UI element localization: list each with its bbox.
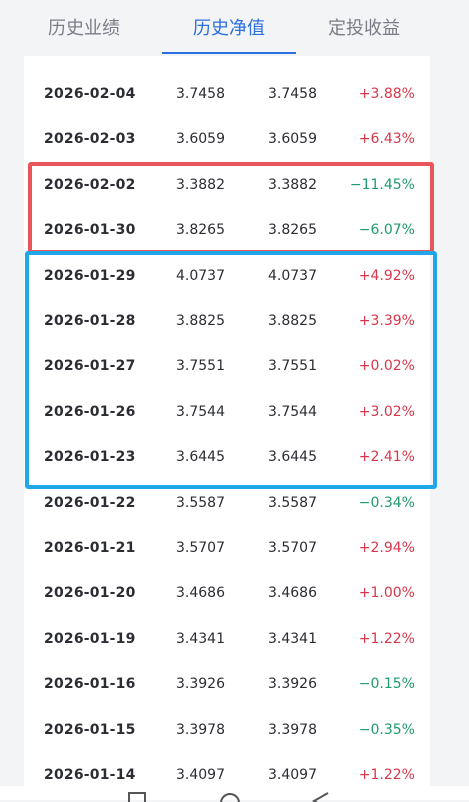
row-unit-nav: 4.0737 [176, 267, 225, 284]
table-row[interactable]: 2026-01-20 3.4686 3.4686 +1.00% [24, 570, 430, 616]
row-date: 2026-01-19 [44, 630, 136, 647]
back-icon[interactable] [311, 792, 331, 802]
row-daily-change: +6.43% [358, 131, 415, 148]
row-accumulated-nav: 3.3978 [268, 721, 317, 738]
row-accumulated-nav: 3.7458 [268, 86, 317, 102]
table-row[interactable]: 2026-02-02 3.3882 3.3882 −11.45% [24, 162, 430, 208]
home-icon[interactable] [219, 792, 241, 802]
tab-performance[interactable]: 历史业绩 [48, 18, 120, 39]
table-row[interactable]: 2026-01-27 3.7551 3.7551 +0.02% [24, 343, 430, 389]
row-date: 2026-02-04 [44, 86, 136, 102]
row-date: 2026-01-28 [44, 313, 136, 329]
row-date: 2026-01-14 [44, 767, 136, 783]
row-daily-change: −0.15% [358, 676, 415, 693]
row-date: 2026-01-23 [44, 449, 136, 466]
row-daily-change: −0.35% [358, 721, 415, 738]
row-accumulated-nav: 3.5587 [268, 494, 317, 511]
row-unit-nav: 3.6445 [176, 449, 225, 466]
row-unit-nav: 3.7551 [176, 358, 225, 375]
row-unit-nav: 3.6059 [176, 131, 225, 148]
row-date: 2026-01-29 [44, 267, 136, 284]
tab-bar: 历史业绩 历史净值 定投收益 [0, 0, 469, 56]
table-row[interactable]: 2026-01-14 3.4097 3.4097 +1.22% [24, 752, 430, 798]
row-accumulated-nav: 3.7551 [268, 358, 317, 375]
table-row[interactable]: 2026-01-30 3.8265 3.8265 −6.07% [24, 207, 430, 253]
row-unit-nav: 3.5587 [176, 494, 225, 511]
table-row[interactable]: 2026-01-23 3.6445 3.6445 +2.41% [24, 434, 430, 480]
row-unit-nav: 3.7544 [176, 403, 225, 420]
row-accumulated-nav: 3.5707 [268, 540, 317, 556]
tab-sip-returns[interactable]: 定投收益 [328, 18, 400, 39]
row-daily-change: +0.02% [358, 358, 415, 375]
row-accumulated-nav: 3.3882 [268, 176, 317, 193]
row-date: 2026-01-20 [44, 585, 136, 602]
row-unit-nav: 3.5707 [176, 540, 225, 556]
row-accumulated-nav: 3.8825 [268, 313, 317, 329]
row-accumulated-nav: 3.4097 [268, 767, 317, 783]
table-row[interactable]: 2026-01-28 3.8825 3.8825 +3.39% [24, 298, 430, 344]
row-daily-change: +1.22% [358, 767, 415, 783]
row-accumulated-nav: 3.3926 [268, 676, 317, 693]
row-daily-change: −6.07% [358, 222, 415, 239]
row-daily-change: −11.45% [349, 176, 415, 193]
row-unit-nav: 3.3978 [176, 721, 225, 738]
row-accumulated-nav: 3.8265 [268, 222, 317, 239]
table-row[interactable]: 2026-01-15 3.3978 3.3978 −0.35% [24, 707, 430, 753]
row-date: 2026-01-22 [44, 494, 136, 511]
row-date: 2026-01-15 [44, 721, 136, 738]
active-tab-indicator [162, 52, 296, 54]
row-date: 2026-01-16 [44, 676, 136, 693]
table-row[interactable]: 2026-01-22 3.5587 3.5587 −0.34% [24, 480, 430, 526]
row-daily-change: +1.22% [358, 630, 415, 647]
row-unit-nav: 3.8825 [176, 313, 225, 329]
table-row[interactable]: 2026-01-19 3.4341 3.4341 +1.22% [24, 616, 430, 662]
row-accumulated-nav: 3.4686 [268, 585, 317, 602]
table-row[interactable]: 2026-02-03 3.6059 3.6059 +6.43% [24, 116, 430, 162]
table-row[interactable]: 2026-01-29 4.0737 4.0737 +4.92% [24, 253, 430, 299]
row-daily-change: +3.39% [358, 313, 415, 329]
row-date: 2026-02-03 [44, 131, 136, 148]
row-daily-change: +3.88% [358, 86, 415, 102]
table-row[interactable]: 2026-01-26 3.7544 3.7544 +3.02% [24, 389, 430, 435]
row-daily-change: +1.00% [358, 585, 415, 602]
row-date: 2026-01-27 [44, 358, 136, 375]
row-unit-nav: 3.8265 [176, 222, 225, 239]
row-accumulated-nav: 3.7544 [268, 403, 317, 420]
row-date: 2026-01-26 [44, 403, 136, 420]
row-date: 2026-01-30 [44, 222, 136, 239]
table-row[interactable]: 2026-02-04 3.7458 3.7458 +3.88% [24, 71, 430, 117]
row-daily-change: +3.02% [358, 403, 415, 420]
row-unit-nav: 3.4341 [176, 630, 225, 647]
row-daily-change: +4.92% [358, 267, 415, 284]
row-accumulated-nav: 3.4341 [268, 630, 317, 647]
row-daily-change: +2.41% [358, 449, 415, 466]
row-unit-nav: 3.4686 [176, 585, 225, 602]
tab-nav-history[interactable]: 历史净值 [193, 18, 265, 39]
row-unit-nav: 3.3882 [176, 176, 225, 193]
menu-icon[interactable] [128, 792, 148, 802]
row-unit-nav: 3.7458 [176, 86, 225, 102]
table-row[interactable]: 2026-01-21 3.5707 3.5707 +2.94% [24, 525, 430, 571]
system-navigation-bar [0, 786, 469, 802]
row-daily-change: +2.94% [358, 540, 415, 556]
row-accumulated-nav: 4.0737 [268, 267, 317, 284]
row-unit-nav: 3.3926 [176, 676, 225, 693]
row-unit-nav: 3.4097 [176, 767, 225, 783]
row-date: 2026-01-21 [44, 540, 136, 556]
row-accumulated-nav: 3.6059 [268, 131, 317, 148]
row-accumulated-nav: 3.6445 [268, 449, 317, 466]
row-date: 2026-02-02 [44, 176, 136, 193]
nav-history-list[interactable]: 2026-02-04 3.7458 3.7458 +3.88% 2026-02-03 3.… [24, 56, 430, 800]
row-daily-change: −0.34% [358, 494, 415, 511]
table-row[interactable]: 2026-01-16 3.3926 3.3926 −0.15% [24, 661, 430, 707]
